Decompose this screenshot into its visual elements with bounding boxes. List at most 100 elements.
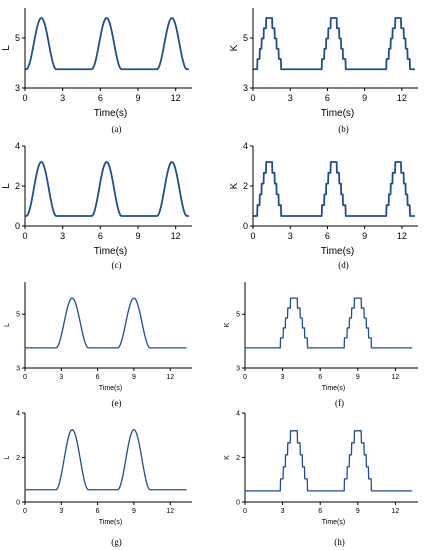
y-tick-label: 3: [16, 365, 20, 372]
y-tick-label: 0: [243, 221, 248, 231]
x-tick-label: 12: [392, 374, 400, 381]
x-tick-label: 6: [325, 93, 330, 103]
x-tick-label: 9: [135, 231, 140, 241]
panel-caption: (e): [112, 398, 122, 408]
x-tick-label: 12: [397, 93, 407, 103]
x-tick-label: 3: [60, 93, 65, 103]
series-line: [244, 430, 413, 492]
x-tick-label: 12: [166, 508, 174, 515]
y-axis-label: K: [229, 182, 240, 189]
x-tick-label: 6: [325, 231, 330, 241]
x-tick-label: 6: [96, 374, 100, 381]
x-tick-label: 9: [135, 93, 140, 103]
x-axis-label: Time(s): [94, 246, 128, 257]
series-line: [253, 17, 416, 71]
x-axis-label: Time(s): [99, 385, 122, 392]
panel-caption: (b): [338, 124, 349, 134]
y-tick-label: 4: [15, 141, 20, 151]
y-tick-label: 2: [243, 181, 248, 191]
y-tick-label: 3: [236, 365, 240, 372]
x-tick-label: 3: [281, 374, 285, 381]
chart-panel-h: 0 3 6 9 12 0 2 4 Time(s) K (h): [224, 410, 418, 547]
x-tick-label: 9: [356, 374, 360, 381]
y-tick-label: 5: [15, 33, 20, 43]
y-tick-label: 0: [16, 499, 20, 506]
panel-caption: (g): [111, 537, 122, 547]
series-line: [253, 161, 416, 217]
y-tick-label: 2: [236, 455, 240, 462]
x-tick-label: 3: [60, 231, 65, 241]
x-tick-label: 12: [166, 374, 174, 381]
y-axis-label: K: [224, 322, 231, 327]
x-tick-label: 3: [281, 508, 285, 515]
y-tick-label: 4: [243, 141, 248, 151]
x-tick-label: 3: [288, 231, 293, 241]
x-tick-label: 6: [318, 374, 322, 381]
x-tick-label: 3: [59, 508, 63, 515]
x-tick-label: 9: [362, 93, 367, 103]
x-tick-label: 6: [98, 231, 103, 241]
x-tick-label: 12: [397, 231, 407, 241]
series-line: [25, 161, 190, 217]
chart-panel-g: 0 3 6 9 12 0 2 4 Time(s) L (g): [4, 410, 192, 547]
x-tick-label: 6: [318, 508, 322, 515]
x-axis-label: Time(s): [94, 108, 128, 119]
panel-caption: (d): [338, 260, 349, 270]
panel-caption: (c): [112, 260, 122, 270]
y-tick-label: 3: [15, 83, 20, 93]
x-axis-label: Time(s): [322, 519, 345, 526]
y-tick-label: 0: [236, 499, 240, 506]
x-tick-label: 9: [132, 374, 136, 381]
series-line: [24, 429, 187, 491]
panel-caption: (h): [334, 537, 345, 547]
y-tick-label: 5: [236, 312, 240, 319]
y-tick-label: 5: [16, 312, 20, 319]
x-axis-label: Time(s): [321, 108, 355, 119]
x-tick-label: 0: [243, 508, 247, 515]
panel-caption: (f): [335, 398, 344, 408]
x-tick-label: 9: [356, 508, 360, 515]
x-tick-label: 0: [22, 93, 27, 103]
y-tick-label: 4: [16, 410, 20, 417]
y-tick-label: 2: [15, 181, 20, 191]
series-line: [24, 297, 187, 349]
x-tick-label: 12: [171, 231, 181, 241]
series-line: [25, 17, 190, 71]
y-axis-label: L: [1, 183, 12, 189]
y-axis-label: K: [229, 44, 240, 51]
x-tick-label: 9: [132, 508, 136, 515]
x-tick-label: 12: [392, 508, 400, 515]
y-tick-label: 5: [243, 33, 248, 43]
chart-panel-c: 0 3 6 9 12 0 2 4 Time(s) L (c): [1, 141, 192, 270]
x-tick-label: 3: [59, 374, 63, 381]
y-tick-label: 0: [15, 221, 20, 231]
y-tick-label: 3: [243, 83, 248, 93]
x-axis-label: Time(s): [322, 385, 345, 392]
x-tick-label: 6: [98, 93, 103, 103]
series-line: [244, 297, 413, 349]
x-tick-label: 0: [243, 374, 247, 381]
x-tick-label: 6: [96, 508, 100, 515]
x-tick-label: 0: [22, 231, 27, 241]
x-axis-label: Time(s): [99, 519, 122, 526]
chart-panel-d: 0 3 6 9 12 0 2 4 Time(s) K (d): [229, 141, 418, 270]
panel-caption: (a): [112, 124, 122, 134]
x-axis-label: Time(s): [321, 246, 355, 257]
x-tick-label: 0: [23, 508, 27, 515]
x-tick-label: 0: [250, 231, 255, 241]
y-tick-label: 4: [236, 410, 240, 417]
x-tick-label: 12: [171, 93, 181, 103]
x-tick-label: 9: [362, 231, 367, 241]
y-tick-label: 2: [16, 455, 20, 462]
y-axis-label: L: [4, 455, 11, 459]
x-tick-label: 3: [288, 93, 293, 103]
y-axis-label: L: [1, 45, 12, 51]
x-tick-label: 0: [250, 93, 255, 103]
x-tick-label: 0: [23, 374, 27, 381]
y-axis-label: L: [4, 323, 11, 327]
